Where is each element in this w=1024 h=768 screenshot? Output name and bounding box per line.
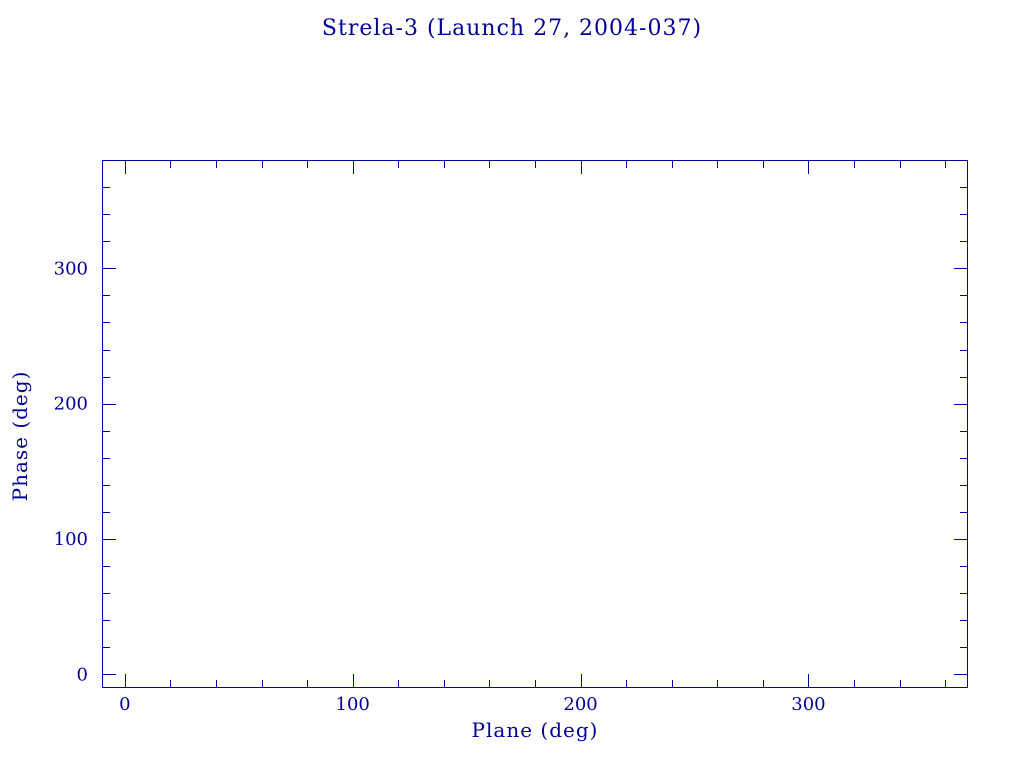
y-tick-label: 200 [54,394,88,415]
x-tick-label: 0 [119,694,130,715]
axes-frame [102,160,968,688]
y-tick-label: 300 [54,258,88,279]
chart-title: Strela-3 (Launch 27, 2004-037) [321,16,703,41]
x-tick-label: 300 [791,694,825,715]
y-tick-label: 100 [54,529,88,550]
y-tick-label: 0 [77,664,88,685]
x-tick-label: 100 [336,694,370,715]
x-tick-label: 200 [563,694,597,715]
y-axis-label: Phase (deg) [8,370,32,502]
x-axis-label: Plane (deg) [471,718,599,742]
